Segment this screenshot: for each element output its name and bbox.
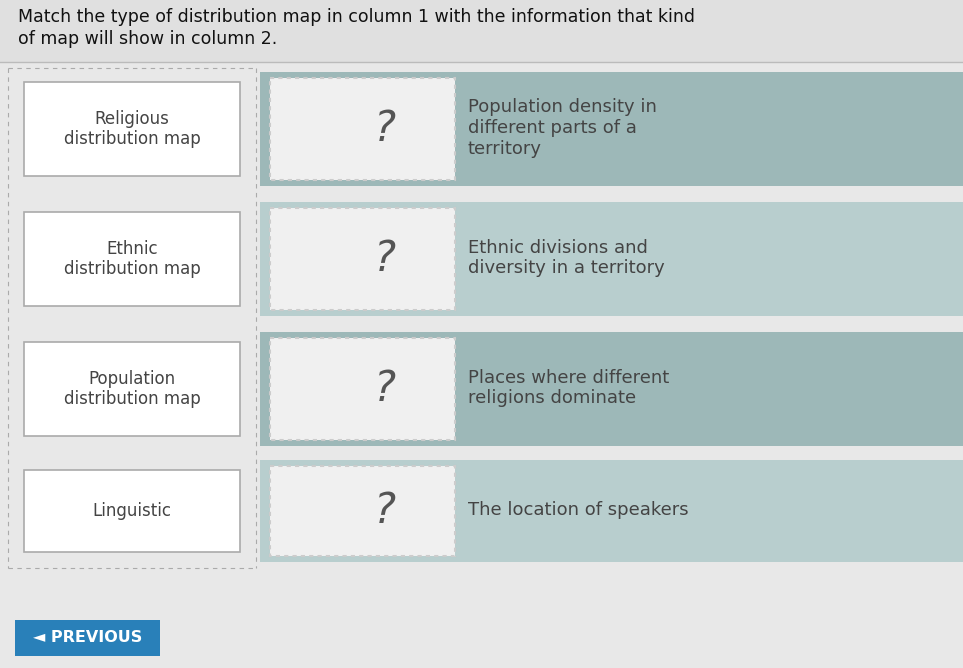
- FancyBboxPatch shape: [270, 466, 455, 556]
- Text: Religious
distribution map: Religious distribution map: [64, 110, 200, 148]
- FancyBboxPatch shape: [15, 620, 160, 656]
- Text: Places where different
religions dominate: Places where different religions dominat…: [468, 369, 669, 407]
- FancyBboxPatch shape: [260, 72, 963, 186]
- FancyBboxPatch shape: [24, 212, 240, 306]
- Text: ?: ?: [374, 238, 396, 280]
- FancyBboxPatch shape: [24, 82, 240, 176]
- FancyBboxPatch shape: [270, 208, 455, 310]
- Text: Ethnic
distribution map: Ethnic distribution map: [64, 240, 200, 279]
- Text: The location of speakers: The location of speakers: [468, 501, 689, 519]
- Text: Population
distribution map: Population distribution map: [64, 369, 200, 408]
- Text: Match the type of distribution map in column 1 with the information that kind: Match the type of distribution map in co…: [18, 8, 695, 26]
- Text: Ethnic divisions and
diversity in a territory: Ethnic divisions and diversity in a terr…: [468, 238, 664, 277]
- Text: Linguistic: Linguistic: [92, 502, 171, 520]
- FancyBboxPatch shape: [260, 332, 963, 446]
- Text: of map will show in column 2.: of map will show in column 2.: [18, 30, 277, 48]
- FancyBboxPatch shape: [270, 338, 455, 440]
- Text: ?: ?: [374, 108, 396, 150]
- FancyBboxPatch shape: [24, 470, 240, 552]
- Text: ?: ?: [374, 368, 396, 410]
- Text: ◄ PREVIOUS: ◄ PREVIOUS: [33, 631, 143, 645]
- FancyBboxPatch shape: [24, 342, 240, 436]
- Text: Population density in
different parts of a
territory: Population density in different parts of…: [468, 98, 657, 158]
- FancyBboxPatch shape: [270, 78, 455, 180]
- FancyBboxPatch shape: [260, 460, 963, 562]
- Text: ?: ?: [374, 490, 396, 532]
- FancyBboxPatch shape: [260, 202, 963, 316]
- FancyBboxPatch shape: [0, 0, 963, 62]
